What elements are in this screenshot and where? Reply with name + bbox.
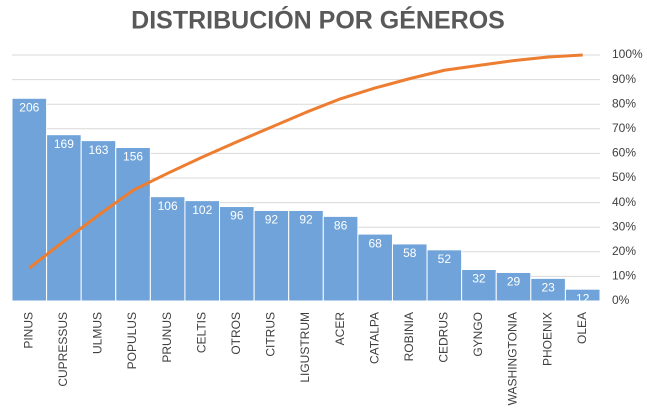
bar xyxy=(564,288,601,302)
bar xyxy=(11,97,48,302)
y2-tick-label: 40% xyxy=(612,195,636,209)
bar xyxy=(461,269,497,302)
y2-tick-label: 20% xyxy=(612,244,636,258)
x-tick-label: CATALPA xyxy=(367,312,381,364)
x-tick-label: PINUS xyxy=(21,312,35,349)
bar-label: 52 xyxy=(438,252,452,266)
bar xyxy=(357,233,393,302)
bar-label: 68 xyxy=(368,236,382,250)
cumulative-line xyxy=(28,53,583,270)
bar-label: 29 xyxy=(507,275,521,289)
bar-label: 12 xyxy=(576,291,590,305)
y2-tick-label: 10% xyxy=(612,269,636,283)
y2-tick-label: 60% xyxy=(612,146,636,160)
x-tick-label: POPULUS xyxy=(125,312,139,369)
bar-label: 169 xyxy=(54,137,74,151)
bar-label: 92 xyxy=(299,213,313,227)
y2-tick-label: 100% xyxy=(612,47,643,61)
bar-label: 92 xyxy=(265,213,279,227)
x-tick-label: CUPRESSUS xyxy=(56,312,70,387)
bar-label: 206 xyxy=(19,100,39,114)
y2-tick-label: 80% xyxy=(612,96,636,110)
bar-label: 96 xyxy=(230,209,244,223)
chart-title: DISTRIBUCIÓN POR GÉNEROS xyxy=(131,5,505,35)
x-tick-label: GYNGO xyxy=(471,312,485,357)
bar xyxy=(80,140,117,302)
bar-label: 58 xyxy=(403,246,417,260)
y2-tick-label: 90% xyxy=(612,72,636,86)
bar xyxy=(322,215,359,302)
y2-tick-label: 50% xyxy=(612,170,636,184)
x-tick-label: PRUNUS xyxy=(160,312,174,363)
bar-label: 32 xyxy=(472,272,486,286)
x-tick-label: CITRUS xyxy=(264,312,278,357)
bar-label: 163 xyxy=(88,143,108,157)
x-tick-label: OLEA xyxy=(575,312,589,344)
y2-tick-label: 0% xyxy=(612,293,630,307)
bar-label: 86 xyxy=(334,219,348,233)
x-tick-label: PHOENIX xyxy=(540,312,554,366)
x-tick-label: WASHINGTONIA xyxy=(506,312,520,405)
bar-label: 106 xyxy=(158,199,178,213)
bar xyxy=(115,146,151,302)
bar xyxy=(46,134,82,302)
x-tick-label: CELTIS xyxy=(194,312,208,353)
x-tick-label: OTROS xyxy=(229,312,243,355)
x-tick-label: ROBINIA xyxy=(402,312,416,361)
x-tick-label: ULMUS xyxy=(91,312,105,354)
bar xyxy=(219,206,255,302)
bar-label: 102 xyxy=(192,203,212,217)
x-tick-label: ACER xyxy=(333,312,347,346)
bar-label: 156 xyxy=(123,150,143,164)
bar-label: 23 xyxy=(541,281,555,295)
y2-tick-label: 70% xyxy=(612,121,636,135)
bar xyxy=(495,271,532,302)
bar xyxy=(391,243,428,302)
x-tick-label: CEDRUS xyxy=(437,312,451,363)
y2-tick-label: 30% xyxy=(612,219,636,233)
x-tick-label: LIGUSTRUM xyxy=(298,312,312,383)
